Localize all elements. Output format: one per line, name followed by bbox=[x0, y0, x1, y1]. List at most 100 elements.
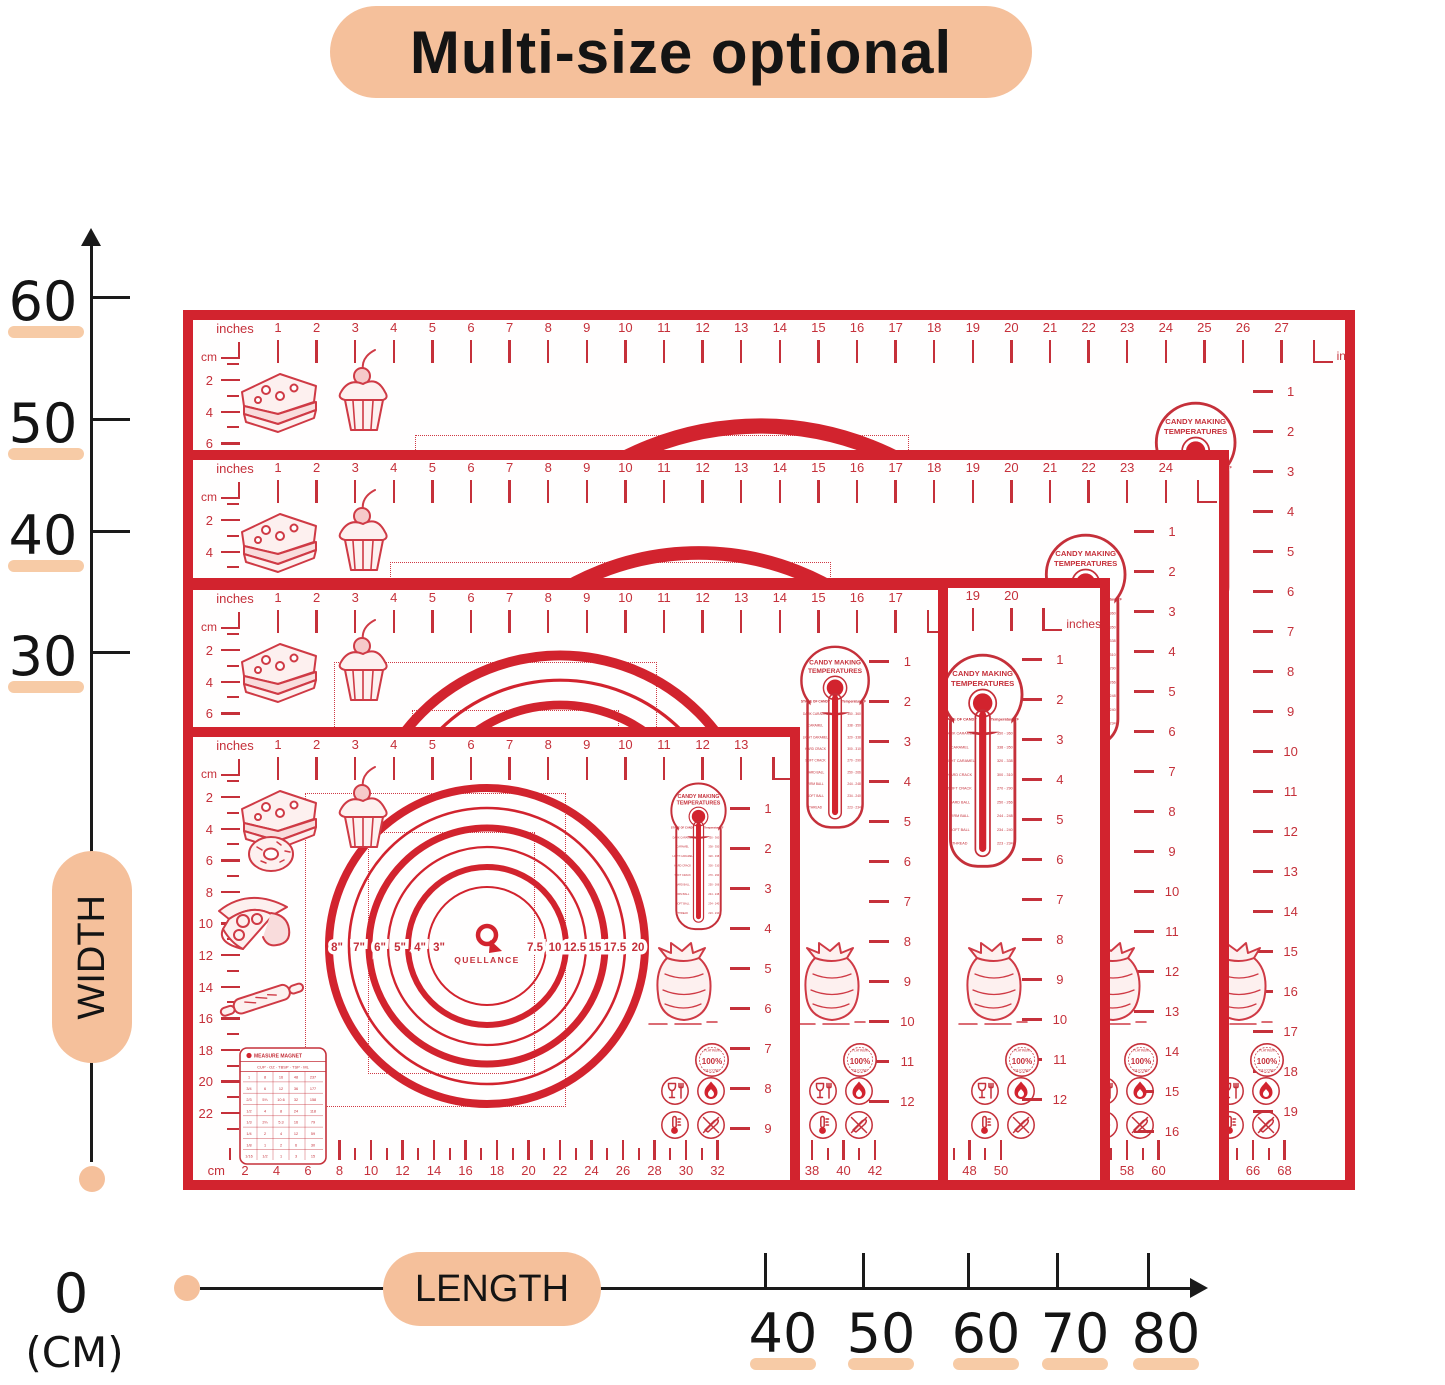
ruler-number: 12 bbox=[1164, 964, 1180, 979]
ruler-number: 2 bbox=[205, 373, 213, 388]
svg-text:SOFT CRACK: SOFT CRACK bbox=[805, 758, 826, 762]
ruler-number: 2 bbox=[205, 790, 213, 805]
thermometer-range-icon bbox=[971, 1111, 999, 1139]
tick-mark bbox=[401, 1140, 404, 1160]
tick-mark bbox=[894, 610, 897, 633]
tick-mark bbox=[1280, 340, 1283, 363]
cm-label: cm bbox=[207, 1163, 225, 1178]
ruler-number: 4 bbox=[903, 774, 911, 789]
svg-text:5.3: 5.3 bbox=[278, 1121, 283, 1125]
svg-text:244 - 248: 244 - 248 bbox=[708, 892, 719, 896]
ruler-number: 15 bbox=[1283, 944, 1298, 959]
svg-text:16: 16 bbox=[279, 1076, 283, 1080]
tick-mark bbox=[1021, 818, 1042, 821]
tick-mark bbox=[547, 340, 550, 363]
tick-mark bbox=[1196, 480, 1200, 503]
tick-mark bbox=[354, 610, 357, 633]
tick-mark bbox=[869, 740, 890, 743]
svg-text:HARD CRACK: HARD CRACK bbox=[805, 747, 827, 751]
tick-mark bbox=[1133, 570, 1154, 573]
x-label-50: 50 bbox=[846, 1302, 916, 1365]
tick-mark bbox=[1133, 850, 1154, 853]
tick-mark bbox=[624, 480, 627, 503]
ruler-number: 16 bbox=[198, 1011, 213, 1027]
ruler-number: 10 bbox=[618, 320, 633, 335]
ruler-number: 7 bbox=[505, 460, 514, 475]
svg-text:CANDY MAKING: CANDY MAKING bbox=[1056, 549, 1117, 558]
ruler-number: 18 bbox=[926, 320, 942, 335]
tick-mark bbox=[701, 340, 704, 363]
ruler-number: 1 bbox=[1056, 652, 1064, 667]
ruler-number: 1 bbox=[903, 654, 911, 669]
svg-text:1/16: 1/16 bbox=[245, 1155, 252, 1159]
tick-mark bbox=[392, 340, 395, 363]
ruler-number: 16 bbox=[849, 320, 865, 335]
tick-mark bbox=[1164, 480, 1167, 503]
tick-mark bbox=[1252, 750, 1273, 753]
ruler-number: 11 bbox=[1053, 1052, 1067, 1067]
tick-mark bbox=[1133, 530, 1154, 533]
ruler-number: 14 bbox=[772, 460, 788, 475]
tick-mark bbox=[1133, 730, 1154, 733]
y-axis-origin-dot bbox=[79, 1166, 105, 1192]
svg-text:Temperature °F: Temperature °F bbox=[842, 699, 866, 703]
candy-temperature-chart: CANDY MAKING TEMPERATURES STAGE OF CANDY… bbox=[941, 653, 1024, 868]
ruler-number: 5 bbox=[764, 961, 772, 976]
ruler-number: 11 bbox=[900, 1054, 915, 1069]
inches-label: inches bbox=[216, 738, 254, 753]
ruler-number: 12 bbox=[1283, 824, 1298, 839]
ruler-number: 4 bbox=[1168, 644, 1176, 659]
ruler-number: 1 bbox=[274, 320, 282, 335]
ruler-number: 5 bbox=[428, 737, 436, 752]
tick-mark bbox=[1252, 550, 1273, 553]
tick-mark bbox=[926, 610, 929, 633]
svg-text:HARD BALL: HARD BALL bbox=[949, 800, 970, 804]
ruler-number: 38 bbox=[804, 1163, 820, 1178]
ruler-number: 12 bbox=[695, 737, 710, 752]
svg-text:1/2: 1/2 bbox=[246, 1109, 251, 1113]
tick-mark bbox=[392, 757, 395, 780]
x-label-40: 40 bbox=[748, 1302, 818, 1365]
tick-mark bbox=[869, 860, 890, 863]
tick-mark bbox=[227, 363, 239, 365]
tick-mark bbox=[227, 1096, 239, 1099]
ruler-number: 18 bbox=[198, 1042, 213, 1058]
tick-mark bbox=[1133, 1010, 1154, 1013]
tick-mark bbox=[221, 859, 240, 862]
y-label-60: 60 bbox=[8, 270, 78, 333]
svg-text:15: 15 bbox=[311, 1155, 315, 1159]
svg-text:1/2: 1/2 bbox=[262, 1155, 267, 1159]
ruler-number: 15 bbox=[811, 320, 826, 335]
tick-mark bbox=[1252, 870, 1273, 873]
svg-text:THREAD: THREAD bbox=[952, 842, 968, 846]
tick-mark bbox=[869, 900, 890, 903]
ruler-number: 16 bbox=[458, 1163, 473, 1178]
ruler-number: 4 bbox=[390, 590, 398, 605]
tick-mark bbox=[221, 1080, 240, 1083]
ruler-number: 8 bbox=[544, 460, 552, 475]
cookie-stack-sketch bbox=[241, 513, 317, 573]
tick-mark bbox=[1252, 790, 1273, 793]
ruler-number: 4 bbox=[1056, 772, 1064, 787]
tick-mark bbox=[221, 442, 240, 445]
tick-mark bbox=[971, 340, 974, 363]
ruler-number: 8 bbox=[1168, 804, 1176, 819]
tick-mark bbox=[1283, 1140, 1286, 1160]
x-label-80: 80 bbox=[1131, 1302, 1201, 1365]
tick-mark bbox=[1196, 501, 1217, 504]
svg-text:8: 8 bbox=[264, 1076, 266, 1080]
y-tick-40 bbox=[92, 530, 130, 533]
ruler-number: 15 bbox=[811, 590, 826, 605]
tick-mark bbox=[480, 1148, 483, 1160]
svg-text:300 - 310: 300 - 310 bbox=[997, 773, 1013, 777]
svg-text:FIRM BALL: FIRM BALL bbox=[807, 782, 824, 786]
ruler-number: 6 bbox=[1056, 852, 1064, 867]
tick-mark bbox=[221, 1017, 240, 1020]
tick-mark bbox=[1252, 470, 1273, 473]
ruler-number: 8 bbox=[544, 737, 552, 752]
tick-mark bbox=[227, 426, 239, 429]
tick-mark bbox=[817, 480, 820, 503]
ruler-number: 20 bbox=[1004, 460, 1019, 475]
tick-mark bbox=[894, 340, 897, 363]
